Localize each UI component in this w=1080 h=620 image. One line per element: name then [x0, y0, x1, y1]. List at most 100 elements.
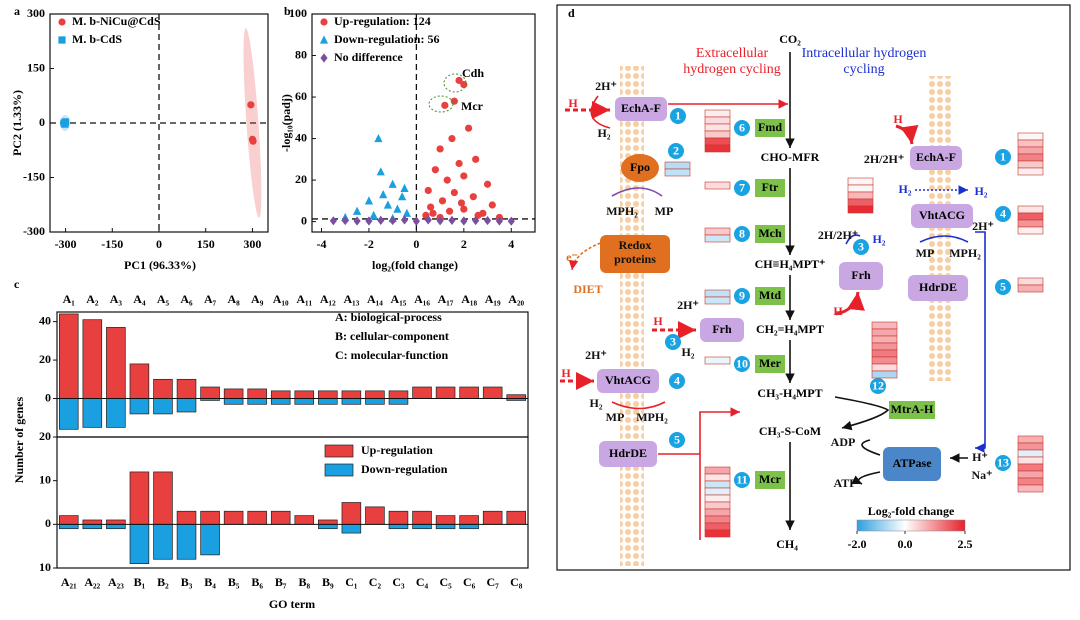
y-tick-label: 40: [295, 130, 307, 144]
diagram-label: 2H⁺: [595, 79, 617, 93]
y-tick-label: 300: [27, 6, 45, 20]
number-label: 6: [739, 120, 745, 134]
heatmap-cell: [847, 177, 874, 186]
heatmap-cell: [1017, 219, 1044, 228]
diagram-label: H: [561, 366, 571, 380]
x-tick-label: A₃: [110, 292, 123, 306]
point: [429, 209, 437, 217]
enzyme-label: Mch: [758, 226, 782, 240]
x-tick-label: 0: [413, 237, 419, 251]
diagram-label: MP: [916, 246, 935, 260]
heatmap-cell: [704, 501, 731, 510]
x-tick-label: A₇: [204, 292, 217, 306]
bar: [365, 398, 385, 405]
legend-label: M. b-NiCu@CdS: [72, 14, 161, 28]
heatmap-cell: [1017, 470, 1044, 479]
metabolite: CH₃-H₄MPT: [757, 386, 822, 400]
legend-marker: [319, 35, 329, 44]
metabolite-bg: [742, 537, 832, 553]
point: [472, 215, 480, 226]
heatmap-cell: [704, 522, 731, 531]
point: [443, 176, 451, 184]
x-tick-label: C₇: [487, 575, 500, 589]
metabolite: CO₂: [779, 32, 801, 46]
bar: [106, 327, 126, 399]
heatmap-cell: [1017, 442, 1044, 451]
bar: [270, 510, 291, 525]
legend-swatch: [324, 463, 354, 477]
bar: [153, 523, 173, 560]
heatmap-cell: [1017, 146, 1044, 155]
legend-marker: [58, 36, 66, 44]
point: [400, 215, 409, 225]
y-tick-label: 100: [289, 6, 307, 20]
heatmap-cell: [1017, 153, 1044, 162]
legend-marker: [320, 53, 328, 63]
x-tick-label: A₂₂: [84, 575, 100, 589]
point: [388, 179, 397, 188]
heatmap-cell: [664, 161, 691, 170]
point: [436, 216, 444, 226]
point: [427, 203, 435, 211]
metabolite-bg: [745, 386, 835, 402]
point: [464, 124, 473, 132]
complex-label: HdrDE: [609, 446, 647, 460]
complex: [600, 235, 670, 273]
heatmap-cell: [704, 109, 731, 118]
legend-label: Up-regulation: [361, 443, 433, 457]
complex: [883, 447, 941, 481]
number-label: 5: [1000, 279, 1006, 293]
number-badge: [670, 108, 686, 124]
metabolite-bg: [745, 32, 835, 48]
colorbar-tick-label: 2.5: [958, 537, 973, 551]
plot-frame: [311, 13, 536, 233]
number-label: 7: [739, 180, 745, 194]
point: [398, 192, 407, 201]
y-tick-label: 40: [39, 313, 51, 327]
bar: [59, 515, 79, 525]
metabolite: CH₂=H₄MPT: [756, 322, 824, 336]
annotation: Cdh: [462, 66, 484, 80]
panel-frame: [556, 4, 1071, 571]
number-label: 3: [858, 239, 864, 253]
y-tick-label: 0: [45, 390, 51, 404]
heatmap-cell: [704, 466, 731, 475]
point: [457, 199, 466, 207]
point: [460, 205, 468, 213]
heatmap-cell: [871, 370, 898, 379]
heatmap-cell: [704, 473, 731, 482]
point: [341, 215, 349, 226]
heatmap-cell: [704, 144, 731, 153]
number-badge: [669, 432, 685, 448]
bar: [270, 390, 291, 399]
panel-label: a: [14, 4, 20, 18]
point: [61, 120, 69, 128]
y-tick-label: 80: [295, 47, 307, 61]
heatmap-cell: [871, 328, 898, 337]
x-tick-label: 150: [197, 237, 215, 251]
heatmap-cell: [1017, 167, 1044, 176]
x-tick-label: 4: [508, 237, 514, 251]
point: [431, 166, 439, 174]
x-tick-label: A₁₁: [296, 292, 312, 306]
x-tick-label: C₈: [510, 575, 523, 589]
x-tick-label: A₅: [157, 292, 170, 306]
x-tick-label: A₁₇: [438, 292, 454, 306]
heatmap-cell: [704, 515, 731, 524]
heatmap-cell: [704, 234, 731, 243]
number-badge: [870, 378, 886, 394]
diagram-label: ADP: [831, 435, 856, 449]
heatmap-cell: [1017, 212, 1044, 221]
x-axis-label: log₂(fold change): [372, 258, 458, 272]
number-badge: [995, 149, 1011, 165]
point: [374, 133, 383, 143]
y-tick-label: 60: [295, 89, 307, 103]
heatmap-cell: [847, 198, 874, 207]
y-tick-label: 0: [45, 516, 51, 530]
point: [400, 183, 409, 192]
point: [352, 206, 362, 215]
number-label: 2: [673, 143, 679, 157]
number-badge: [669, 373, 685, 389]
membranes: [620, 66, 952, 566]
